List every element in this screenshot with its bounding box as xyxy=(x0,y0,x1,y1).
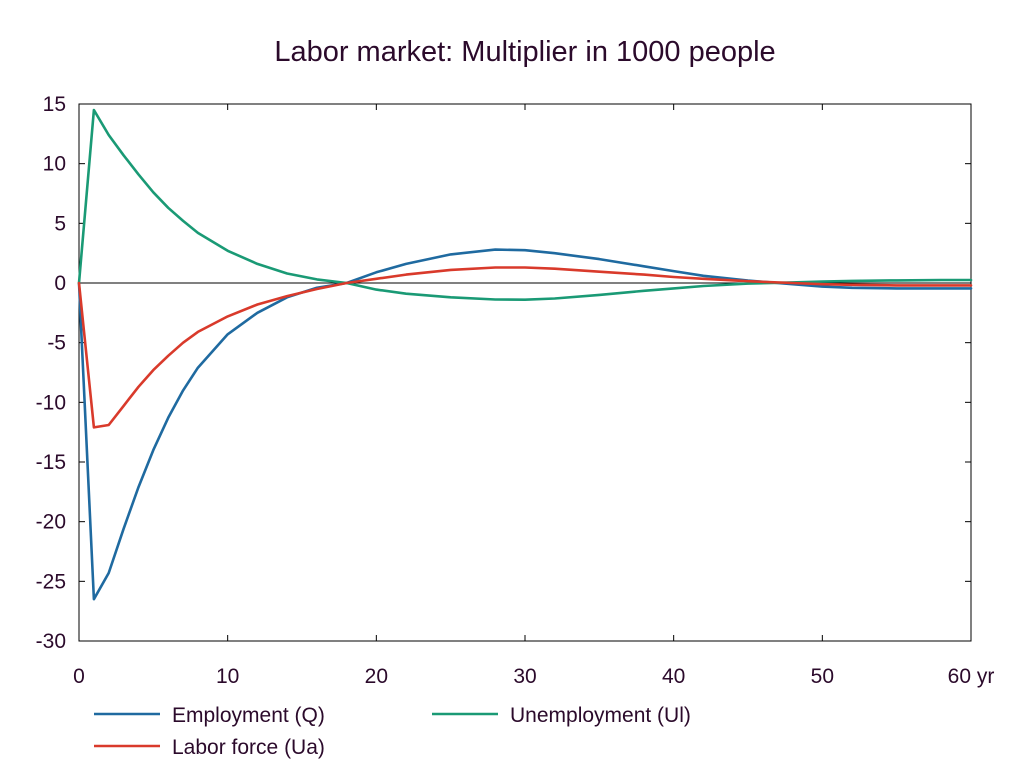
y-tick-label: -15 xyxy=(36,451,66,474)
y-tick-label: -20 xyxy=(36,511,66,534)
plot-frame xyxy=(78,103,972,642)
x-tick-label: 40 xyxy=(662,665,685,688)
y-tick-label: -30 xyxy=(36,630,66,653)
y-tick-label: 0 xyxy=(54,272,66,295)
y-tick-label: -25 xyxy=(36,570,66,593)
y-axis: 15 10 5 0 -5 -10 -15 -20 -25 -30 xyxy=(36,93,971,653)
plot-area xyxy=(78,103,972,642)
legend-label-2: Labor force (Ua) xyxy=(172,736,325,759)
x-axis: 0 10 20 30 40 50 60 yr xyxy=(73,104,994,688)
x-tick-label: 20 xyxy=(365,665,388,688)
y-tick-label: 15 xyxy=(43,93,66,116)
x-tick-label: 60 yr xyxy=(948,665,995,688)
x-tick-label: 10 xyxy=(216,665,239,688)
series-line-1 xyxy=(77,108,973,302)
y-tick-label: -5 xyxy=(47,332,66,355)
x-tick-label: 0 xyxy=(73,665,85,688)
chart-title: Labor market: Multiplier in 1000 people xyxy=(274,36,775,68)
series-line-2 xyxy=(77,266,973,429)
legend-label-1: Unemployment (Ul) xyxy=(510,704,691,727)
series-lines xyxy=(77,108,973,601)
legend: Employment (Q) Unemployment (Ul) Labor for… xyxy=(94,704,691,759)
series-line-0 xyxy=(77,248,973,601)
y-tick-label: 10 xyxy=(43,153,66,176)
x-tick-label: 30 xyxy=(513,665,536,688)
legend-label-0: Employment (Q) xyxy=(172,704,325,727)
y-tick-label: 5 xyxy=(54,212,66,235)
x-tick-label: 50 xyxy=(811,665,834,688)
y-tick-label: -10 xyxy=(36,391,66,414)
